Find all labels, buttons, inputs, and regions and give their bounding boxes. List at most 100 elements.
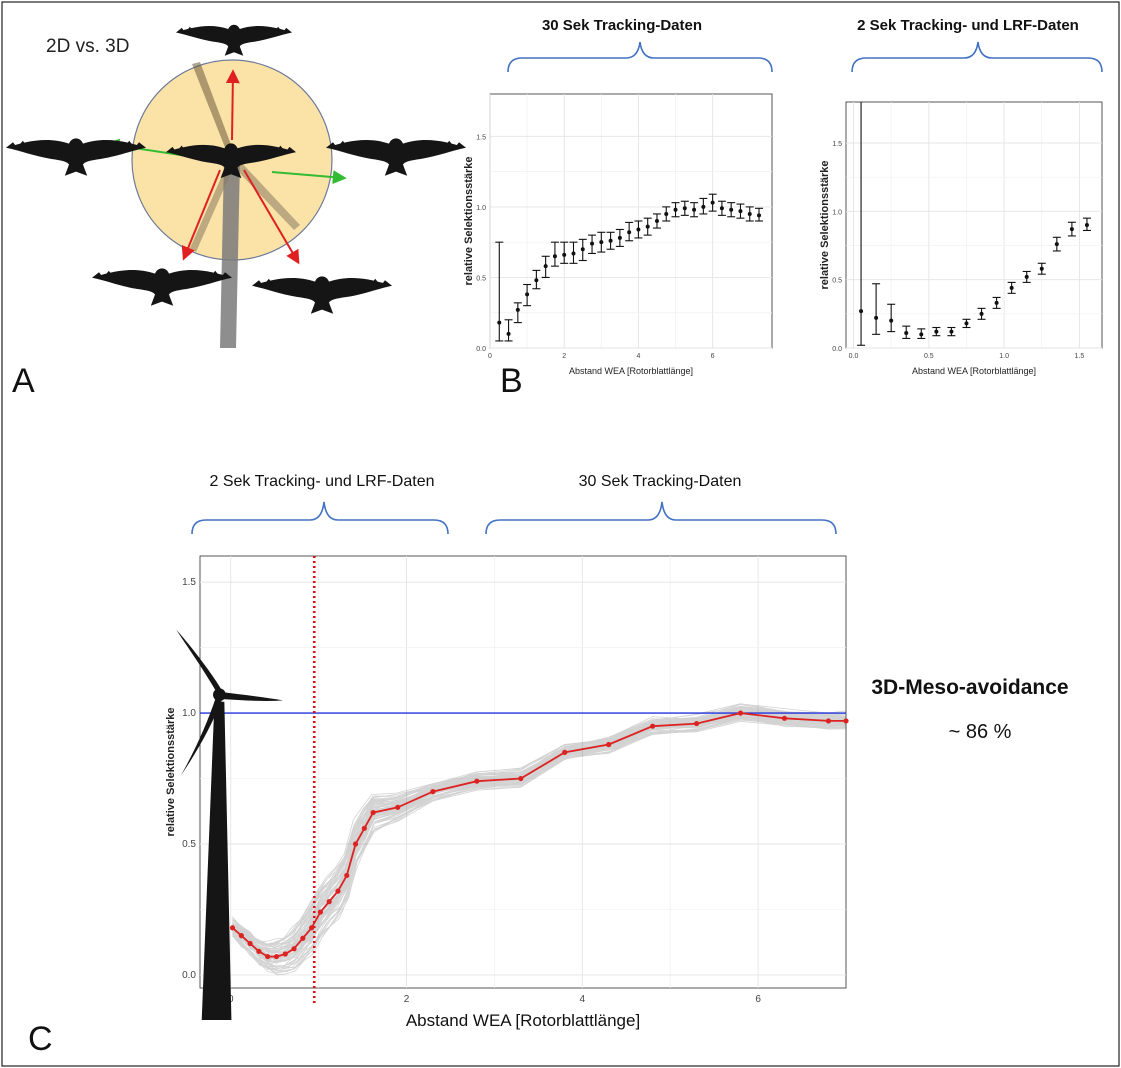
fit-point [291, 946, 297, 952]
error-bar-point [727, 202, 736, 218]
gridlines [200, 556, 846, 988]
error-bar-point [947, 326, 956, 337]
data-point [627, 230, 632, 235]
x-axis-label: Abstand WEA [Rotorblattlänge] [569, 366, 693, 376]
y-tick-label: 0.5 [476, 275, 486, 282]
fit-point [300, 935, 306, 941]
error-bar-point [523, 283, 532, 307]
data-point [571, 251, 576, 256]
error-bar-point [541, 255, 550, 278]
error-bar-point [597, 231, 606, 253]
bootstrap-curve [232, 707, 847, 947]
data-point [673, 207, 678, 212]
data-point [552, 254, 557, 259]
x-tick-label: 6 [755, 994, 761, 1005]
data-point [1039, 266, 1044, 271]
error-bar-point [578, 238, 587, 262]
x-tick-label: 1.0 [999, 353, 1009, 360]
fit-point [256, 948, 262, 954]
fit-point [317, 909, 324, 915]
data-point [682, 206, 687, 211]
error-bar-point [615, 228, 624, 247]
error-bar-point [1052, 236, 1061, 252]
bootstrap-curve [232, 716, 847, 968]
bootstrap-curve [232, 705, 847, 945]
data-point [645, 224, 650, 229]
x-tick-label: 2 [404, 994, 410, 1005]
data-point [1084, 223, 1089, 227]
fit-point [843, 718, 849, 724]
data-point [692, 207, 697, 212]
fit-point [309, 925, 315, 931]
error-bar-point [513, 302, 522, 324]
bootstrap-curve [232, 706, 847, 953]
data-point [757, 213, 762, 218]
bootstrap-curve [232, 713, 847, 963]
fit-point [238, 933, 244, 939]
bootstrap-curve [232, 709, 847, 951]
bootstrap-curve [232, 716, 847, 971]
bootstrap-curve [232, 712, 847, 953]
data-point [525, 292, 530, 297]
fit-point [265, 953, 271, 960]
data-point [608, 238, 613, 243]
fit-point [229, 925, 236, 931]
error-bar-point [977, 307, 986, 320]
bootstrap-curve [232, 720, 847, 973]
plot-area [489, 93, 773, 349]
x-tick-label: 0.0 [849, 353, 859, 360]
error-bar-point [887, 303, 896, 333]
bootstrap-curve [232, 706, 846, 949]
bootstrap-curve [232, 708, 847, 955]
arrow-down-right [243, 169, 300, 265]
data-point [1069, 227, 1074, 232]
error-bar-point [745, 206, 754, 222]
data-point [543, 264, 548, 269]
bootstrap-curve [232, 715, 847, 968]
brace-c-left [191, 501, 449, 535]
bootstrap-curve [232, 704, 847, 945]
error-bar-point [932, 326, 941, 337]
fit-point [352, 841, 359, 847]
fit-point [370, 809, 376, 816]
bootstrap-curve [232, 713, 847, 962]
data-point [874, 315, 879, 320]
panel-a: 2D vs. 3D A [6, 24, 466, 400]
data-point [590, 241, 595, 246]
error-bar-point [1007, 281, 1016, 294]
panel-letter-a: A [12, 362, 35, 400]
fit-point [825, 718, 832, 724]
error-bar-point [755, 207, 764, 222]
data-point [636, 227, 641, 232]
error-bar-point [652, 213, 661, 229]
brace-b-left [507, 41, 773, 73]
panel-letter-b: B [500, 362, 523, 400]
y-tick-label: 0.5 [182, 839, 196, 850]
fit-point [361, 825, 367, 831]
bootstrap-curve [232, 717, 847, 968]
error-bar-point [857, 102, 866, 346]
error-bar-point [872, 283, 881, 335]
chart-b-left: 0 2 4 6 0.0 0.5 1.0 1.5 Abstand WEA [Rotorblattl… [463, 93, 773, 376]
panel-b: B 30 Sek Tracking-Daten 0 2 4 6 0.0 0.5 1.0 1.5… [463, 17, 1103, 400]
error-bar-point [690, 202, 699, 218]
y-tick-label: 1.5 [476, 134, 486, 141]
turbine-tower [220, 160, 240, 348]
fit-point [395, 804, 401, 810]
error-bar-point [680, 200, 689, 216]
fit-point [474, 778, 480, 784]
bootstrap-curve [232, 713, 847, 950]
data-point [534, 278, 539, 283]
bootstrap-curve [232, 716, 847, 960]
error-bar-point [1067, 221, 1076, 237]
data-point [747, 211, 752, 216]
error-bar-point [708, 193, 717, 212]
bootstrap-curve [231, 719, 847, 969]
data-point [1024, 274, 1029, 279]
arrow-down-left [181, 169, 221, 261]
y-axis-label: relative Selektionsstärke [819, 160, 831, 289]
fit-point [273, 953, 280, 960]
error-bar-point [736, 203, 745, 219]
x-tick-label: 0.5 [924, 353, 934, 360]
error-bar-point [643, 217, 652, 236]
